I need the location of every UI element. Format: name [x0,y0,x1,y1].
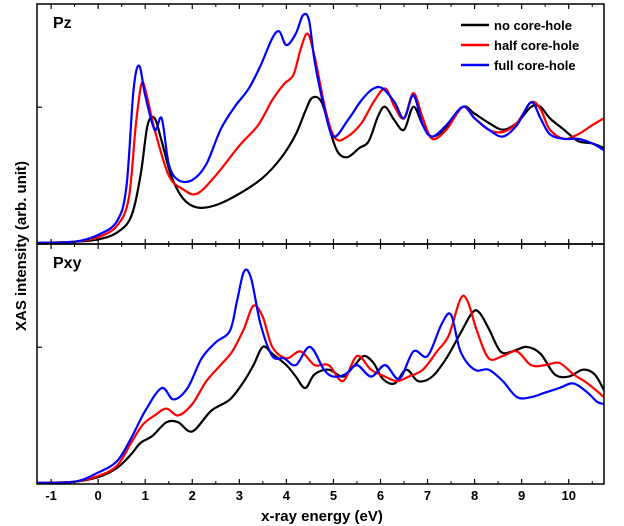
panel-title-pz: Pz [53,15,72,32]
x-tick-label: 7 [424,488,431,503]
series-line-pxy-full-core-hole [37,268,604,484]
x-tick-label: 5 [330,488,337,503]
x-tick-label: 9 [518,488,525,503]
x-tick-label: -1 [45,488,57,503]
x-tick-label: 4 [283,488,291,503]
x-tick-label: 6 [377,488,384,503]
y-axis-title: XAS intensity (arb. unit) [13,161,30,331]
x-tick-label: 1 [142,488,149,503]
x-tick-label: 0 [95,488,102,503]
x-tick-label: 2 [189,488,196,503]
x-tick-label: 3 [236,488,243,503]
panel-title-pxy: Pxy [53,255,82,272]
legend-label: no core-hole [494,18,572,33]
panel-frame-pxy [36,243,605,485]
plot-layer: Pz Pxy -1 0 1 2 3 4 5 6 7 8 9 10 no core-hole half core… [36,3,605,503]
x-tick-label: 8 [471,488,478,503]
series-line-pxy-half-core-hole [37,294,604,484]
x-axis-title: x-ray energy (eV) [261,508,383,525]
series-line-pz-half-core-hole [37,32,604,244]
legend-label: half core-hole [494,38,579,53]
x-tick-label: 10 [561,488,575,503]
series-line-pz-full-core-hole [37,12,604,244]
legend-label: full core-hole [494,58,576,73]
